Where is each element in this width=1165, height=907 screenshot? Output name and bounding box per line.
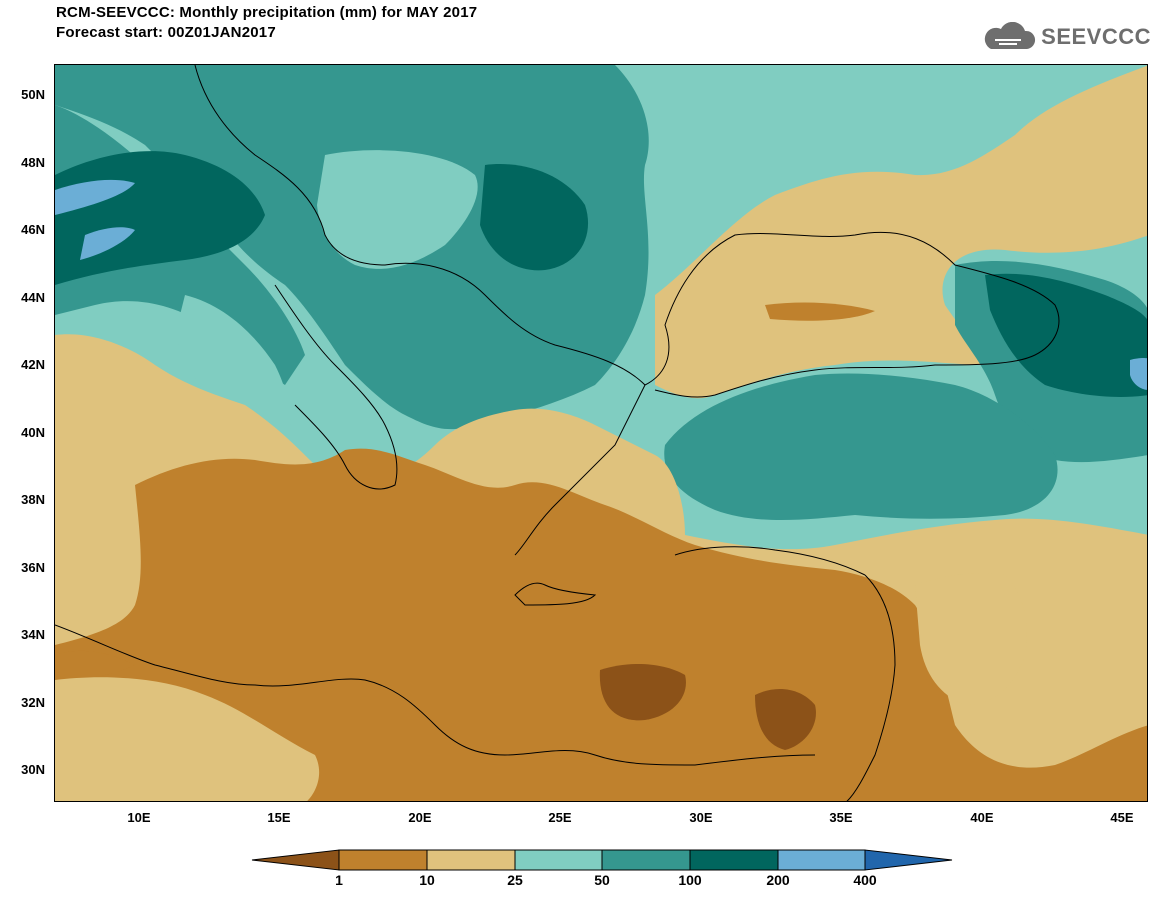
colorbar-segment xyxy=(426,849,516,871)
lat-label: 30N xyxy=(21,762,45,777)
lat-label: 34N xyxy=(21,627,45,642)
precipitation-field xyxy=(55,65,1147,801)
logo-text: SEEVCCC xyxy=(1041,24,1151,49)
colorbar-segment xyxy=(514,849,603,871)
lon-label: 25E xyxy=(548,810,572,825)
lat-label: 46N xyxy=(21,222,45,237)
colorbar-label: 50 xyxy=(594,872,610,888)
colorbar-segment xyxy=(338,849,428,871)
cloud-icon xyxy=(985,22,1036,49)
lat-label: 36N xyxy=(21,560,45,575)
colorbar-label: 100 xyxy=(678,872,702,888)
colorbar-segment xyxy=(777,849,866,871)
lat-label: 40N xyxy=(21,425,45,440)
colorbar-segment xyxy=(251,849,340,871)
precipitation-map xyxy=(54,64,1148,802)
colorbar-label: 10 xyxy=(419,872,435,888)
lon-label: 20E xyxy=(408,810,432,825)
colorbar-label: 25 xyxy=(507,872,523,888)
colorbar-segment xyxy=(601,849,691,871)
colorbar-label: 1 xyxy=(335,872,343,888)
lat-label: 44N xyxy=(21,290,45,305)
lat-label: 32N xyxy=(21,695,45,710)
colorbar-label: 200 xyxy=(766,872,790,888)
lon-label: 15E xyxy=(267,810,291,825)
lat-label: 42N xyxy=(21,357,45,372)
colorbar-label: 400 xyxy=(853,872,877,888)
map-title: RCM-SEEVCCC: Monthly precipitation (mm) … xyxy=(56,4,478,21)
lon-label: 40E xyxy=(970,810,994,825)
lon-label: 30E xyxy=(689,810,713,825)
lat-label: 38N xyxy=(21,492,45,507)
colorbar xyxy=(251,849,953,871)
lon-label: 35E xyxy=(829,810,853,825)
forecast-start-label: Forecast start: 00Z01JAN2017 xyxy=(56,24,276,41)
lon-label: 10E xyxy=(127,810,151,825)
colorbar-segment xyxy=(689,849,779,871)
lon-label: 45E xyxy=(1110,810,1134,825)
colorbar-segment xyxy=(864,849,953,871)
lat-label: 50N xyxy=(21,87,45,102)
lat-label: 48N xyxy=(21,155,45,170)
seevccc-logo: SEEVCCC xyxy=(981,22,1151,52)
